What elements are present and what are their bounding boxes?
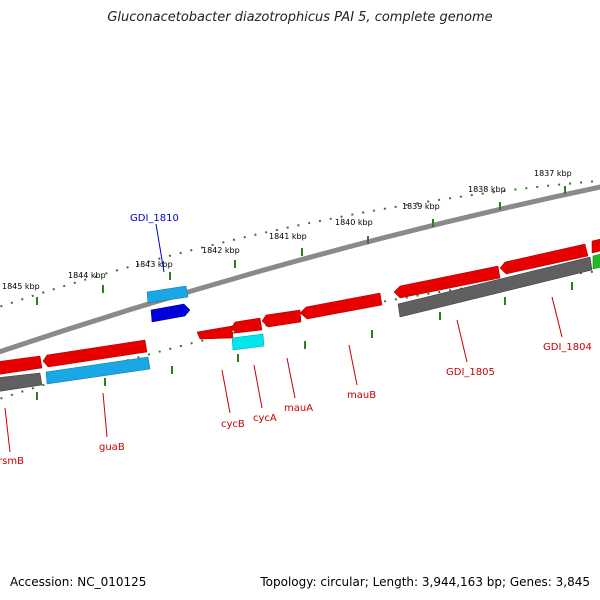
cds-gdi-1805[interactable]	[397, 256, 593, 318]
scale-ticks-outer	[36, 186, 566, 305]
gene-arrow[interactable]	[196, 325, 234, 340]
gene-label-maub: mauB	[347, 390, 376, 401]
gene-label-cyca: cycA	[253, 413, 277, 424]
map-title: Gluconacetobacter diazotrophicus PAI 5, …	[107, 10, 493, 25]
gene-label-cycb: cycB	[221, 419, 245, 430]
gene-arrow[interactable]	[261, 309, 302, 328]
scale-labels: 1845 kbp 1844 kbp 1843 kbp 1842 kbp 1841…	[2, 169, 572, 291]
scale-label: 1839 kbp	[402, 202, 440, 211]
callout-cycb	[221, 369, 231, 414]
scale-label: 1840 kbp	[335, 218, 373, 227]
forward-strand-genes	[0, 238, 600, 375]
scale-outer-arc	[0, 179, 600, 308]
scale-label: 1845 kbp	[2, 282, 40, 291]
gene-arrow[interactable]	[230, 317, 263, 334]
callout-maub	[348, 344, 358, 386]
scale-label: 1844 kbp	[68, 271, 106, 280]
backbone-arc	[0, 184, 600, 355]
gene-label-gdi-1804: GDI_1804	[543, 342, 592, 353]
scale-ticks-inner	[36, 282, 573, 400]
gene-label-rsmb: rsmB	[0, 456, 24, 467]
gene-arrow[interactable]	[42, 339, 148, 368]
scale-label: 1838 kbp	[468, 185, 506, 194]
cds-gdi-1810[interactable]	[146, 285, 189, 304]
gene-arrow[interactable]	[299, 292, 383, 320]
callout-gdi-1810	[155, 223, 165, 273]
callout-gdi-1805	[456, 319, 468, 363]
gene-arrow[interactable]	[0, 355, 43, 375]
callout-cyca	[253, 364, 263, 409]
gene-label-maua: mauA	[284, 403, 313, 414]
gene-arrow[interactable]	[591, 238, 600, 254]
gene-label-gdi-1805: GDI_1805	[446, 367, 495, 378]
callout-rsmb	[4, 407, 11, 453]
cds-gdi-1810-inner[interactable]	[150, 303, 191, 323]
scale-label: 1841 kbp	[269, 232, 307, 241]
scale-label: 1842 kbp	[202, 246, 240, 255]
cds-guab[interactable]	[45, 356, 151, 385]
gene-callouts	[4, 223, 563, 453]
callout-guab	[102, 392, 108, 438]
cds-features	[0, 253, 600, 392]
cds-green[interactable]	[592, 253, 600, 270]
gene-arrow[interactable]	[499, 243, 589, 275]
accession-label: Accession: NC_010125	[10, 575, 147, 589]
scale-label: 1843 kbp	[135, 260, 173, 269]
callout-maua	[286, 357, 296, 399]
gene-label-gdi-1810: GDI_1810	[130, 213, 179, 224]
callout-gdi-1804	[551, 296, 563, 338]
genome-summary-label: Topology: circular; Length: 3,944,163 bp…	[260, 575, 590, 589]
gene-label-guab: guaB	[99, 442, 125, 453]
scale-label: 1837 kbp	[534, 169, 572, 178]
cds-gray-left[interactable]	[0, 372, 43, 392]
gene-arrow[interactable]	[393, 265, 501, 299]
cds-cyan[interactable]	[231, 333, 265, 351]
gene-labels: GDI_1810 rsmB guaB cycB cycA mauA mauB G…	[0, 213, 592, 467]
